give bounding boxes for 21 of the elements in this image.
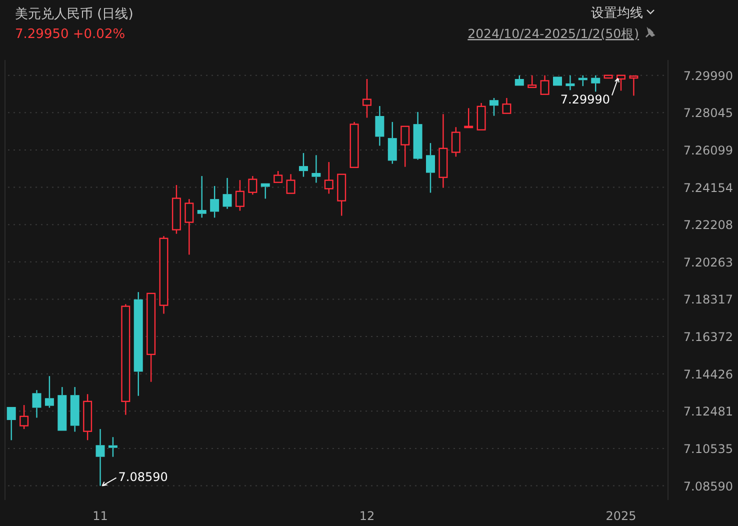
x-tick-label: 12	[359, 509, 375, 523]
y-tick-label: 7.28045	[683, 106, 733, 120]
text: 2024/10/24-2025/1/2(50根)	[468, 26, 639, 41]
chart-title: 美元兑人民币 (日线)	[15, 6, 134, 22]
y-tick-label: 7.26099	[683, 143, 733, 158]
text: 设置均线	[591, 6, 643, 21]
y-tick-label: 7.29990	[683, 68, 733, 83]
y-tick-label: 7.14426	[683, 367, 733, 382]
annotation: 7.08590	[118, 470, 168, 484]
chart-subtitle: 7.29950 +0.02%	[15, 27, 126, 42]
y-tick-label: 7.16372	[683, 330, 733, 344]
x-tick-label: 2025	[606, 509, 636, 523]
y-tick-label: 7.24154	[683, 180, 733, 195]
y-tick-label: 7.12481	[683, 404, 733, 419]
y-tick-label: 7.20263	[683, 255, 733, 270]
y-tick-label: 7.10535	[683, 442, 733, 456]
y-tick-label: 7.08590	[683, 479, 733, 494]
y-tick-label: 7.22208	[683, 218, 733, 232]
y-tick-label: 7.18317	[683, 292, 733, 307]
annotation: 7.29990	[560, 92, 610, 106]
x-tick-label: 11	[92, 509, 108, 523]
